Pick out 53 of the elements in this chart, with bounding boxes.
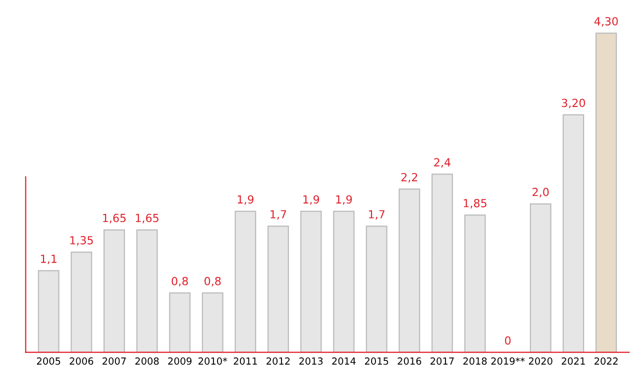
bar	[202, 292, 224, 352]
data-label: 2,2	[401, 172, 418, 182]
data-label: 2,4	[434, 158, 450, 168]
x-tick-label: 2011	[234, 357, 257, 365]
bar	[333, 210, 355, 352]
data-label: 0,8	[172, 276, 188, 286]
x-tick-label: 2020	[528, 357, 552, 365]
x-tick-label: 2014	[332, 357, 356, 365]
data-label: 1,65	[136, 214, 158, 224]
x-tick-label: 2008	[135, 357, 159, 365]
bar	[38, 270, 60, 352]
x-tick-label: 2015	[364, 357, 388, 365]
data-label: 1,9	[238, 195, 254, 205]
bar	[104, 229, 125, 352]
x-tick-label: 2009	[168, 357, 192, 365]
data-label: 1,1	[41, 254, 56, 264]
data-label: 1,65	[103, 214, 126, 224]
x-tick-label: 2005	[36, 357, 60, 365]
bar	[234, 210, 256, 352]
data-label: 0,8	[204, 276, 221, 286]
bar	[562, 114, 584, 352]
bar	[300, 210, 322, 352]
data-label: 1,9	[303, 195, 320, 205]
data-label: 0	[505, 336, 511, 345]
bar	[431, 174, 453, 352]
bar	[366, 226, 388, 352]
bar	[136, 229, 158, 352]
x-tick-label: 2006	[70, 357, 94, 365]
data-label: 1,85	[464, 198, 486, 208]
x-tick-label: 2016	[398, 357, 422, 365]
bar	[70, 252, 92, 352]
data-label: 3,20	[562, 98, 586, 108]
x-tick-label: 2007	[102, 357, 126, 365]
data-label: 4,30	[594, 17, 618, 27]
x-tick-label: 2022	[594, 357, 618, 365]
data-label: 1,35	[70, 236, 93, 246]
x-tick-label: 2010*	[198, 357, 228, 365]
data-label: 1,9	[336, 195, 352, 205]
x-tick-label: 2019**	[491, 357, 525, 365]
x-tick-label: 2021	[562, 357, 585, 365]
x-tick-label: 2013	[299, 357, 323, 365]
x-tick-label: 2017	[430, 357, 454, 365]
bar	[169, 292, 191, 352]
data-label: 2,0	[532, 188, 549, 198]
bar	[464, 214, 486, 352]
bar	[530, 203, 552, 352]
x-tick-label: 2018	[463, 357, 487, 365]
bar	[398, 188, 420, 352]
bar	[268, 226, 289, 352]
data-label: 1,7	[270, 210, 286, 220]
data-label: 1,7	[369, 210, 385, 220]
bar	[595, 32, 617, 352]
x-tick-label: 2012	[266, 357, 290, 365]
